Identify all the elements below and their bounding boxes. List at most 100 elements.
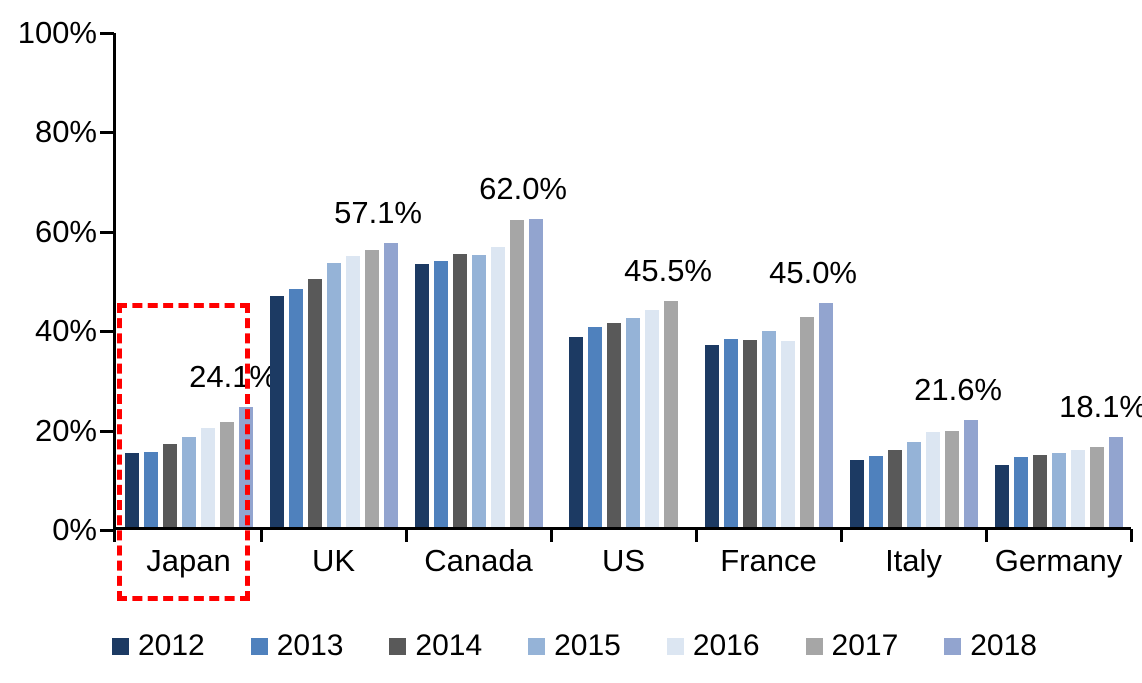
legend-label-2017: 2017 [831, 629, 899, 662]
bar-us-2014 [607, 323, 621, 527]
legend-item-2015: 2015 [528, 631, 621, 661]
plot-area: 24.1% Japan 57.1% UK 62.0% Canada 45.5% US 45.0%… [113, 33, 1142, 578]
legend-label-2015: 2015 [554, 629, 621, 662]
bar-germany-2016 [1070, 449, 1085, 527]
bar-italy-2012 [849, 460, 864, 527]
bar-germany-2017 [1089, 447, 1104, 527]
legend-label-2013: 2013 [276, 629, 344, 662]
bar-uk-2015 [326, 262, 341, 527]
bar-uk-2018 [383, 243, 398, 527]
x-axis-label-germany: Germany [994, 543, 1123, 578]
legend-swatch-2015 [528, 637, 546, 655]
legend-label-2016: 2016 [692, 629, 760, 662]
y-axis-tick [100, 32, 114, 35]
data-label-uk: 57.1% [334, 195, 422, 231]
data-label-germany: 18.1% [1059, 389, 1142, 425]
bar-us-2012 [569, 336, 583, 527]
bar-germany-2018 [1108, 437, 1123, 527]
data-label-italy: 21.6% [914, 371, 1002, 407]
legend-item-2016: 2016 [666, 629, 760, 662]
x-axis-label-us: US [601, 543, 646, 578]
x-axis-label-italy: Italy [885, 543, 942, 578]
bar-uk-2017 [364, 249, 379, 527]
legend-item-2017: 2017 [805, 629, 899, 662]
bar-japan-2016 [200, 427, 215, 527]
legend-swatch-2012 [112, 637, 129, 655]
legend: 2012 2013 2014 2015 2016 2017 2018 [112, 631, 1037, 661]
bar-group-france: 45.0% France [696, 33, 857, 578]
y-axis-tick [100, 330, 114, 334]
bar-italy-2016 [925, 431, 940, 527]
y-axis-label: 60% [34, 213, 97, 249]
data-label-canada: 62.0% [479, 170, 567, 206]
bar-germany-2014 [1032, 455, 1047, 527]
y-axis-tick [100, 230, 114, 234]
bar-france-2014 [742, 339, 757, 527]
bar-canada-2014 [452, 253, 467, 527]
y-axis-label: 80% [34, 114, 97, 150]
x-axis-label-japan: Japan [146, 543, 231, 578]
bar-italy-2018 [963, 419, 978, 527]
legend-swatch-2013 [250, 637, 268, 655]
x-axis-label-uk: UK [311, 543, 356, 578]
x-axis-tick [984, 529, 988, 542]
bar-group-uk: 57.1% UK [261, 33, 422, 578]
legend-swatch-2017 [805, 637, 823, 655]
bar-germany-2012 [994, 464, 1009, 527]
bar-japan-2013 [143, 452, 158, 527]
bar-group-italy: 21.6% Italy [841, 33, 1002, 578]
data-label-japan: 24.1% [189, 359, 277, 395]
bar-france-2013 [723, 339, 738, 527]
x-axis-tick [113, 529, 116, 542]
bar-japan-2017 [219, 422, 234, 527]
bar-canada-2016 [490, 247, 505, 527]
bar-us-2017 [664, 300, 678, 527]
bar-uk-2016 [345, 255, 360, 527]
bar-japan-2015 [181, 437, 196, 527]
legend-swatch-2014 [389, 637, 407, 655]
y-axis-label: 0% [52, 512, 97, 547]
legend-item-2013: 2013 [250, 629, 344, 662]
bar-italy-2013 [868, 456, 883, 527]
legend-item-2014: 2014 [389, 631, 482, 661]
y-axis-tick [100, 429, 114, 433]
bar-canada-2013 [433, 261, 448, 527]
bar-italy-2014 [887, 449, 902, 527]
y-axis-tick [100, 529, 114, 532]
bar-germany-2013 [1013, 457, 1028, 527]
bar-group-canada: 62.0% Canada [406, 33, 567, 578]
bar-group-germany: 18.1% Germany [986, 33, 1142, 578]
bar-france-2015 [761, 331, 776, 527]
legend-label-2018: 2018 [970, 629, 1037, 662]
x-axis-tick [1129, 529, 1133, 542]
x-axis-tick [259, 529, 263, 542]
legend-swatch-2016 [666, 637, 684, 655]
bar-italy-2017 [944, 431, 959, 527]
bar-us-2016 [645, 310, 659, 527]
bar-france-2016 [780, 341, 795, 527]
bar-france-2018 [818, 303, 833, 527]
bar-france-2017 [799, 316, 814, 527]
legend-label-2014: 2014 [415, 629, 483, 662]
bar-us-2015 [626, 317, 640, 527]
bar-uk-2013 [288, 288, 303, 527]
x-axis-tick [694, 529, 698, 542]
bar-canada-2018 [528, 218, 543, 527]
bar-italy-2015 [906, 442, 921, 527]
bar-germany-2015 [1051, 453, 1066, 527]
bar-japan-2018 [238, 407, 253, 527]
legend-item-2018: 2018 [944, 631, 1037, 661]
data-label-france: 45.0% [769, 255, 857, 291]
bar-group-us: 45.5% US [551, 33, 712, 578]
y-axis-label: 100% [17, 15, 97, 50]
x-axis-label-france: France [720, 543, 817, 578]
x-axis-tick [839, 529, 843, 542]
y-axis-tick [100, 131, 114, 135]
data-label-us: 45.5% [624, 252, 712, 288]
bar-us-2013 [588, 327, 602, 527]
bar-uk-2014 [307, 278, 322, 527]
bar-france-2012 [704, 345, 719, 527]
x-axis-label-canada: Canada [424, 543, 533, 578]
x-axis-tick [549, 529, 553, 542]
